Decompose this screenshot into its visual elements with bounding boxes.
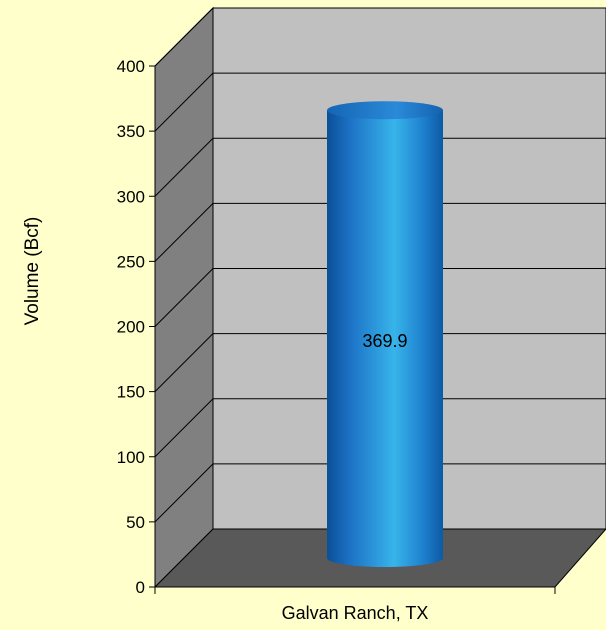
y-tick-label: 400 [117, 57, 145, 76]
gridline-diagonal [154, 137, 214, 197]
bar: 369.9 [327, 101, 443, 567]
bars: 369.9 [327, 101, 443, 567]
y-tick-label: 250 [117, 252, 145, 271]
y-tick-label: 200 [117, 318, 145, 337]
x-category-label: Galvan Ranch, TX [282, 603, 429, 623]
bar-top [327, 101, 443, 120]
y-axis-title: Volume (Bcf) [22, 217, 43, 326]
y-tick-label: 350 [117, 122, 145, 141]
gridline-diagonal [154, 7, 214, 67]
data-label: 369.9 [362, 331, 407, 351]
y-tick-labels: 0 50 100 150 200 250 300 350 400 [117, 57, 155, 597]
y-tick-label: 0 [136, 578, 145, 597]
y-tick-label: 150 [117, 383, 145, 402]
x-category-labels: Galvan Ranch, TX [154, 587, 556, 623]
y-tick-label: 100 [117, 448, 145, 467]
y-tick-label: 300 [117, 187, 145, 206]
y-tick-label: 50 [126, 513, 145, 532]
gridline-diagonal [154, 72, 214, 132]
gridline-diagonal [154, 333, 214, 392]
bar-body [327, 110, 443, 567]
gridline-diagonal [154, 268, 214, 327]
gridline-diagonal [154, 398, 214, 458]
gridline-diagonal [154, 463, 214, 523]
gridline-diagonal [154, 203, 214, 262]
